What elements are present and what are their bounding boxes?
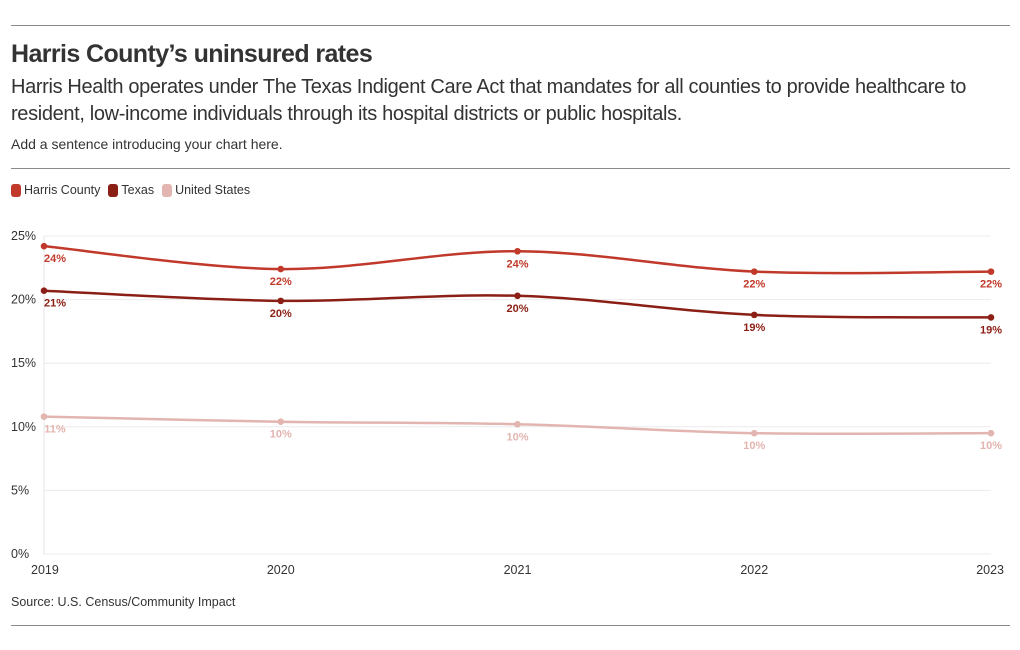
data-point-united-states — [514, 420, 521, 428]
top-divider — [11, 25, 1010, 26]
y-tick-label: 25% — [11, 229, 36, 243]
x-tick-label: 2019 — [31, 563, 59, 577]
data-label-harris-county: 22% — [980, 279, 1002, 291]
legend-label-harris-county: Harris County — [24, 183, 101, 197]
data-point-texas — [750, 311, 758, 319]
legend-swatch-texas — [108, 183, 119, 197]
data-label-united-states: 11% — [44, 424, 66, 436]
data-label-harris-county: 22% — [270, 276, 292, 288]
data-label-harris-county: 24% — [44, 253, 66, 265]
data-point-texas — [987, 314, 995, 321]
data-label-texas: 19% — [980, 324, 1002, 336]
data-label-texas: 20% — [270, 308, 292, 320]
data-point-united-states — [750, 429, 758, 437]
data-label-united-states: 10% — [506, 431, 528, 443]
data-point-harris-county — [40, 242, 48, 250]
chart-subtitle: Harris Health operates under The Texas I… — [11, 76, 967, 125]
data-label-harris-county: 22% — [743, 279, 765, 291]
data-point-harris-county — [514, 247, 521, 255]
x-tick-label: 2023 — [976, 563, 1004, 577]
data-point-united-states — [277, 418, 285, 426]
y-tick-label: 5% — [11, 483, 29, 497]
data-point-united-states — [987, 429, 995, 437]
legend-item-united-states[interactable]: United States — [162, 183, 250, 197]
data-point-harris-county — [750, 268, 758, 275]
data-label-united-states: 10% — [743, 440, 765, 452]
data-label-united-states: 10% — [980, 440, 1002, 452]
x-tick-label: 2020 — [267, 563, 295, 577]
legend-label-united-states: United States — [175, 183, 251, 197]
data-label-texas: 19% — [743, 322, 765, 334]
y-tick-label: 20% — [11, 293, 36, 307]
legend: Harris County Texas United States — [11, 183, 250, 197]
bottom-divider — [11, 625, 1010, 626]
data-label-harris-county: 24% — [506, 258, 528, 270]
legend-item-texas[interactable]: Texas — [108, 183, 154, 197]
data-point-harris-county — [277, 265, 285, 273]
y-tick-label: 15% — [11, 356, 36, 370]
legend-swatch-united-states — [162, 183, 173, 197]
x-tick-label: 2022 — [740, 563, 768, 577]
header-divider — [11, 168, 1010, 169]
source-note: Source: U.S. Census/Community Impact — [11, 595, 236, 609]
y-tick-label: 0% — [11, 547, 29, 561]
legend-swatch-harris-county — [11, 183, 21, 197]
data-label-united-states: 10% — [270, 429, 292, 441]
data-point-texas — [514, 292, 521, 300]
data-point-texas — [40, 287, 48, 294]
data-label-texas: 21% — [44, 298, 66, 310]
data-point-harris-county — [987, 268, 995, 275]
data-point-texas — [277, 297, 285, 305]
legend-label-texas: Texas — [121, 183, 155, 197]
data-point-united-states — [40, 413, 48, 420]
data-label-texas: 20% — [506, 303, 528, 315]
chart-intro: Add a sentence introducing your chart he… — [11, 136, 283, 152]
x-tick-label: 2021 — [504, 563, 532, 577]
chart-title: Harris County’s uninsured rates — [11, 40, 373, 68]
y-tick-label: 10% — [11, 420, 36, 434]
legend-item-harris-county[interactable]: Harris County — [11, 183, 100, 197]
